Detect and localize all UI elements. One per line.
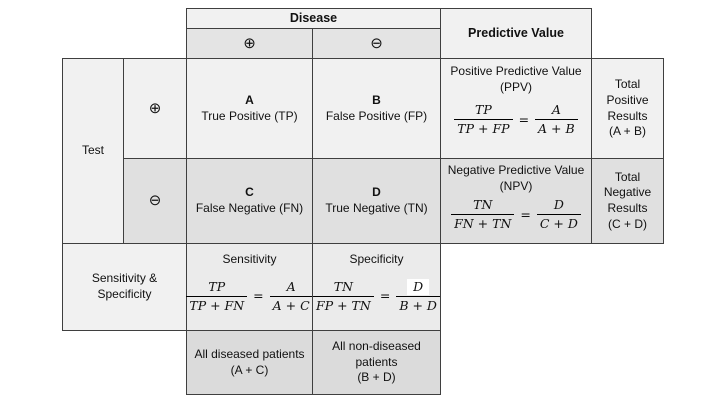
- cell-all-diseased-patients: All diseased patients (A + C): [186, 330, 313, 395]
- equals-sign: =: [518, 111, 530, 127]
- specificity-numerator: TN: [313, 279, 374, 297]
- ppv-numerator: TP: [454, 102, 513, 121]
- predictive-value-header: Predictive Value: [440, 8, 592, 59]
- sensitivity-fraction-counts: TP TP + FN: [186, 279, 248, 315]
- npv-denominator-letters: C + D: [539, 216, 578, 232]
- sensitivity-fraction-letters: A A + C: [269, 279, 313, 315]
- circled-plus-icon: ⊕: [243, 34, 256, 52]
- cell-d-label: True Negative (TN): [325, 201, 428, 215]
- npv-fraction-letters: D C + D: [536, 197, 581, 233]
- ppv-title: Positive Predictive Value (PPV): [450, 64, 582, 94]
- test-negative-header: ⊖: [123, 158, 187, 244]
- ppv-denominator-letters: A + B: [538, 121, 575, 137]
- cell-specificity: Specificity TN FP + TN = D B + D: [312, 243, 441, 331]
- cell-true-negative: D True Negative (TN): [312, 158, 441, 244]
- circled-plus-icon: ⊕: [148, 99, 162, 117]
- cell-npv: Negative Predictive Value (NPV) TN FN + …: [440, 158, 592, 244]
- ppv-denominator: TP + FP: [457, 121, 510, 137]
- cell-a-letter: A: [245, 92, 254, 107]
- predictive-value-label: Predictive Value: [468, 26, 564, 41]
- cell-d-letter: D: [372, 185, 381, 200]
- sensitivity-numerator-letters: A: [269, 279, 313, 297]
- ppv-fraction-letters: A A + B: [535, 102, 578, 138]
- specificity-fraction-counts: TN FP + TN: [313, 279, 374, 315]
- specificity-fraction-letters: D B + D: [396, 278, 440, 315]
- cell-all-non-diseased-patients: All non-diseased patients (B + D): [312, 330, 441, 395]
- specificity-numerator-letters: D: [396, 278, 440, 297]
- cell-b-label: False Positive (FP): [325, 108, 428, 123]
- npv-fraction-counts: TN FN + TN: [451, 197, 515, 233]
- highlighted-d: D: [407, 278, 430, 295]
- cell-b-letter: B: [372, 92, 381, 107]
- npv-denominator: FN + TN: [454, 216, 512, 232]
- cell-total-positive-results: Total Positive Results (A + B): [591, 58, 664, 159]
- cell-true-positive: A True Positive (TP): [186, 58, 313, 159]
- cell-ppv: Positive Predictive Value (PPV) TP TP + …: [440, 58, 592, 159]
- ppv-numerator-letters: A: [535, 102, 578, 121]
- cell-sensitivity: Sensitivity TP TP + FN = A A + C: [186, 243, 313, 331]
- npv-title: Negative Predictive Value (NPV): [447, 163, 585, 193]
- sensitivity-specificity-label: Sensitivity & Specificity: [91, 271, 158, 301]
- specificity-denominator: FP + TN: [316, 297, 371, 313]
- cell-a-label: True Positive (TP): [201, 108, 298, 123]
- cell-total-negative-results: Total Negative Results (C + D): [591, 158, 664, 244]
- sensitivity-formula: TP TP + FN = A A + C: [186, 279, 313, 315]
- specificity-title: Specificity: [349, 252, 404, 266]
- specificity-denominator-letters: B + D: [399, 297, 437, 313]
- total-positive-label: Total Positive Results (A + B): [606, 77, 649, 139]
- sensitivity-denominator: TP + FN: [189, 297, 245, 313]
- sensitivity-title: Sensitivity: [222, 252, 277, 266]
- cell-false-negative: C False Negative (FN): [186, 158, 313, 244]
- equals-sign: =: [253, 288, 264, 304]
- test-row-header: Test: [62, 58, 124, 244]
- all-non-diseased-label: All non-diseased patients (B + D): [332, 339, 421, 385]
- npv-formula: TN FN + TN = D C + D: [451, 197, 581, 233]
- disease-negative-header: ⊖: [312, 28, 441, 59]
- disease-positive-header: ⊕: [186, 28, 313, 59]
- sensitivity-denominator-letters: A + C: [272, 297, 310, 313]
- all-diseased-label: All diseased patients (A + C): [194, 346, 305, 377]
- sensitivity-numerator: TP: [186, 279, 248, 297]
- circled-minus-icon: ⊖: [148, 192, 162, 210]
- sensitivity-specificity-header: Sensitivity & Specificity: [62, 243, 187, 331]
- ppv-formula: TP TP + FP = A A + B: [454, 102, 578, 138]
- cell-false-positive: B False Positive (FP): [312, 58, 441, 159]
- equals-sign: =: [520, 206, 531, 222]
- cell-c-letter: C: [245, 185, 254, 200]
- test-positive-header: ⊕: [123, 58, 187, 159]
- specificity-formula: TN FP + TN = D B + D: [313, 278, 440, 315]
- equals-sign: =: [379, 288, 391, 304]
- cell-c-label: False Negative (FN): [195, 201, 304, 215]
- disease-header: Disease: [186, 8, 441, 29]
- npv-numerator: TN: [451, 197, 515, 216]
- npv-numerator-letters: D: [536, 197, 581, 216]
- total-negative-label: Total Negative Results (C + D): [603, 169, 652, 231]
- disease-header-label: Disease: [289, 11, 338, 26]
- ppv-fraction-counts: TP TP + FP: [454, 102, 513, 138]
- circled-minus-icon: ⊖: [370, 34, 383, 52]
- test-label: Test: [81, 143, 104, 158]
